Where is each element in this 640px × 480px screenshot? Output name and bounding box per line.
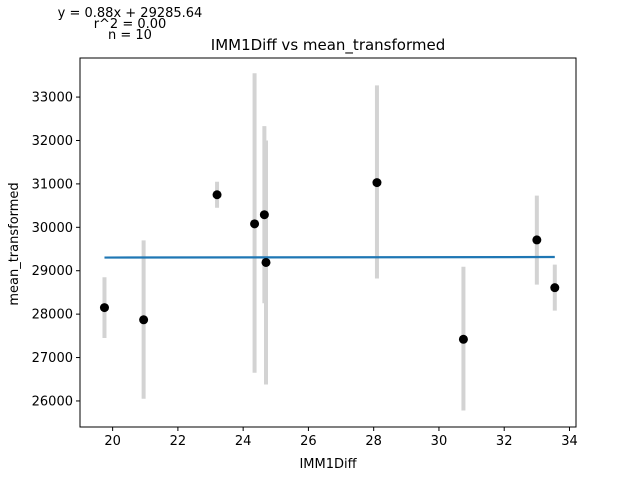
n-annotation: n = 10: [108, 28, 152, 43]
x-tick-label: 30: [431, 434, 448, 449]
x-tick-label: 28: [365, 434, 382, 449]
x-tick-label: 34: [561, 434, 578, 449]
equation-annotation: y = 0.88x + 29285.64: [58, 6, 203, 21]
y-tick-label: 27000: [32, 351, 73, 366]
x-tick-label: 22: [170, 434, 187, 449]
data-point: [250, 219, 260, 229]
plot-frame: [79, 57, 577, 428]
y-tick-label: 32000: [32, 134, 73, 149]
data-point: [139, 315, 149, 325]
data-point: [99, 303, 109, 313]
chart-title: IMM1Diff vs mean_transformed: [211, 36, 445, 55]
data-point: [532, 235, 542, 245]
data-point: [458, 334, 468, 344]
x-tick-label: 32: [496, 434, 513, 449]
error-bars: [102, 73, 557, 411]
data-point: [550, 283, 560, 293]
y-axis-label: mean_transformed: [7, 182, 22, 305]
fit-line-group: [104, 255, 555, 259]
data-point: [259, 210, 269, 220]
regression-annotations: y = 0.88x + 29285.64 r^2 = 0.00 n = 10: [58, 6, 203, 43]
y-tick-label: 33000: [32, 91, 73, 106]
data-point: [261, 257, 271, 267]
y-tick-label: 31000: [32, 177, 73, 192]
data-points: [99, 178, 560, 344]
y-tick-label: 30000: [32, 221, 73, 236]
data-point: [212, 190, 222, 200]
y-tick-label: 29000: [32, 264, 73, 279]
x-tick-label: 20: [104, 434, 121, 449]
y-tick-label: 28000: [32, 308, 73, 323]
x-axis-ticks: 20 22 24 26 28 30 32 34: [104, 427, 578, 449]
y-axis-ticks: 26000 27000 28000 29000 30000 31000 32000 33000: [32, 91, 80, 409]
data-point: [372, 178, 382, 188]
regression-line: [104, 255, 555, 259]
x-tick-label: 24: [235, 434, 252, 449]
x-axis-label: IMM1Diff: [299, 457, 357, 472]
r-squared-annotation: r^2 = 0.00: [94, 17, 167, 32]
x-tick-label: 26: [300, 434, 317, 449]
y-tick-label: 26000: [32, 394, 73, 409]
